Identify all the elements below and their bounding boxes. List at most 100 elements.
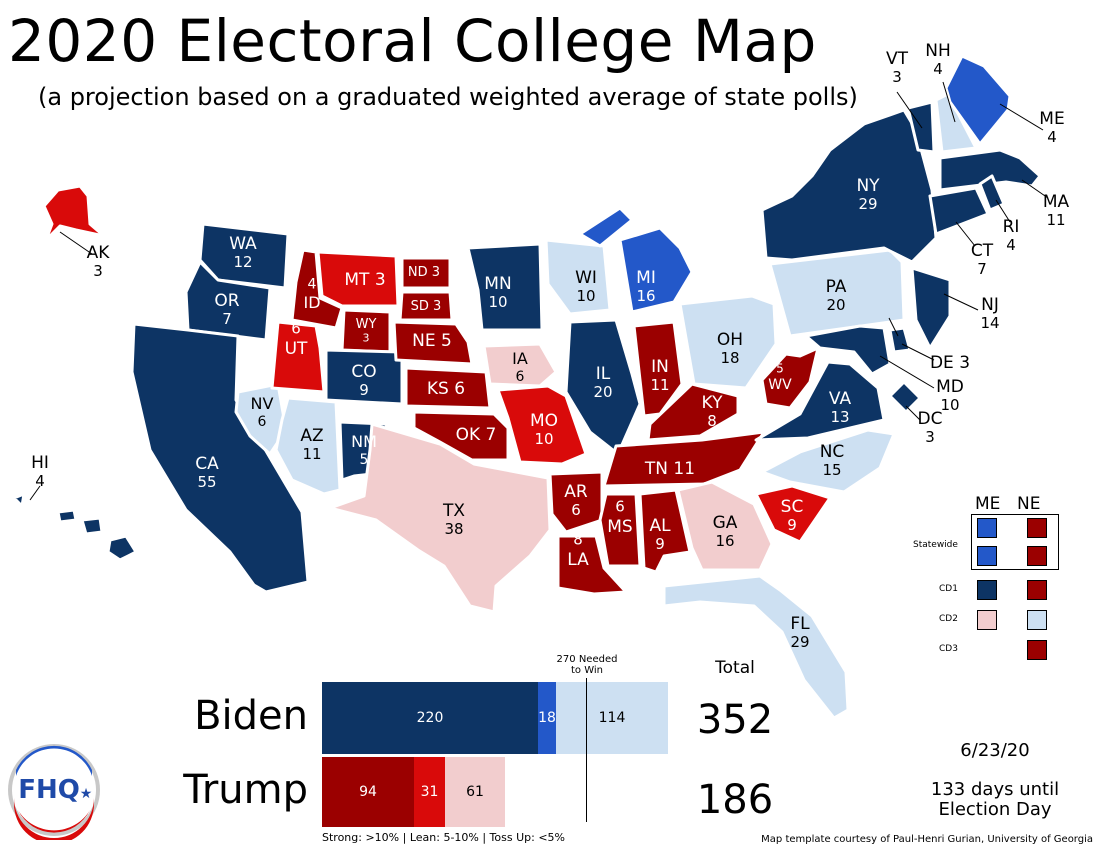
state-ev-ma: 11 — [1046, 211, 1065, 229]
state-ct[interactable] — [928, 186, 990, 236]
state-ky[interactable] — [646, 382, 740, 442]
state-mi[interactable] — [578, 206, 694, 314]
state-ev-co: 9 — [359, 381, 369, 399]
state-abbr-la: LA — [567, 550, 589, 570]
state-md[interactable] — [804, 324, 892, 376]
state-me[interactable] — [944, 54, 1012, 146]
state-abbr-va: VA — [829, 389, 852, 409]
leader-md — [879, 355, 935, 389]
state-ev-ga: 16 — [715, 532, 734, 550]
state-abbr-dc: DC — [918, 409, 943, 429]
countdown: 133 days until Election Day — [905, 780, 1085, 820]
logo-text: FHQ — [18, 775, 80, 805]
leader-ak — [59, 231, 93, 255]
state-tn[interactable] — [602, 430, 766, 488]
state-ev-la: 8 — [573, 531, 583, 549]
state-nc[interactable] — [760, 428, 896, 494]
state-label-nd: ND 3 — [408, 265, 440, 280]
state-abbr-md: MD — [936, 377, 964, 397]
leader-ct — [955, 221, 976, 247]
state-mo[interactable] — [496, 384, 588, 466]
countdown-line2: Election Day — [938, 799, 1052, 820]
state-ev-ct: 7 — [977, 260, 987, 278]
state-sc[interactable] — [754, 484, 832, 544]
trump-lean-segment: 31 — [414, 757, 445, 827]
state-abbr-vt: VT — [886, 49, 909, 69]
state-co[interactable] — [324, 348, 404, 406]
state-label-sd: SD 3 — [411, 299, 442, 314]
state-abbr-ms: MS — [607, 517, 632, 537]
state-abbr-wy: WY — [356, 317, 377, 332]
state-tx[interactable] — [328, 422, 552, 614]
state-or[interactable] — [184, 260, 272, 342]
state-dc[interactable] — [888, 380, 922, 414]
leader-ma — [1021, 179, 1049, 199]
state-ia[interactable] — [482, 342, 558, 388]
state-mn[interactable] — [466, 242, 544, 332]
state-ga[interactable] — [676, 480, 774, 572]
state-sd[interactable] — [398, 290, 454, 322]
split-row-cd2: CD2 — [939, 614, 958, 624]
threshold-label: 270 Needed to Win — [546, 654, 628, 676]
state-va[interactable] — [754, 360, 886, 442]
trump-name: Trump — [183, 767, 308, 813]
state-ms[interactable] — [598, 492, 642, 568]
logo-star-icon: ★ — [80, 786, 93, 802]
state-in[interactable] — [632, 320, 684, 418]
state-ne[interactable] — [392, 320, 474, 366]
state-ev-ak: 3 — [93, 262, 103, 280]
leader-ri — [995, 199, 1011, 223]
state-abbr-ct: CT — [971, 241, 994, 261]
state-abbr-wi: WI — [575, 268, 597, 288]
trump-total: 186 — [696, 777, 774, 823]
state-nd[interactable] — [400, 256, 452, 290]
category-legend: Strong: >10% | Lean: 5-10% | Toss Up: <5… — [322, 831, 566, 844]
state-ri[interactable] — [978, 174, 1006, 212]
state-nh[interactable] — [934, 92, 978, 154]
state-abbr-ar: AR — [564, 482, 588, 502]
state-label-de: DE 3 — [930, 353, 970, 373]
state-ut[interactable] — [270, 320, 326, 394]
state-ev-ri: 4 — [1006, 236, 1016, 254]
split-vote-legend: ME NE Statewide CD1 CD2 CD3 — [905, 494, 1095, 664]
state-ca[interactable] — [130, 322, 310, 594]
state-az[interactable] — [274, 396, 342, 496]
state-wv[interactable] — [760, 346, 820, 410]
state-abbr-co: CO — [351, 362, 376, 382]
state-ev-nh: 4 — [933, 60, 943, 78]
state-abbr-hi: HI — [31, 453, 49, 473]
state-al[interactable] — [638, 488, 692, 574]
state-abbr-ut: UT — [285, 339, 308, 359]
state-id[interactable] — [290, 248, 344, 330]
state-fl[interactable] — [662, 574, 850, 720]
state-mt[interactable] — [316, 250, 400, 308]
fhq-logo: FHQ ★ — [8, 744, 100, 840]
state-ev-wa: 12 — [233, 253, 252, 271]
state-la[interactable] — [556, 534, 628, 596]
state-abbr-nc: NC — [820, 442, 845, 462]
trump-strong-segment: 94 — [322, 757, 414, 827]
state-ak[interactable] — [42, 184, 106, 242]
state-abbr-mn: MN — [484, 274, 511, 294]
state-de[interactable] — [888, 326, 912, 354]
state-hi[interactable] — [12, 492, 138, 562]
state-ev-mn: 10 — [488, 293, 507, 311]
state-ks[interactable] — [404, 366, 492, 410]
state-wi[interactable] — [544, 238, 612, 316]
state-ma[interactable] — [938, 148, 1042, 192]
state-nj[interactable] — [910, 266, 952, 350]
state-ev-sc: 9 — [787, 516, 797, 534]
state-abbr-ny: NY — [856, 176, 880, 196]
state-abbr-sc: SC — [781, 497, 804, 517]
state-ev-or: 7 — [222, 310, 232, 328]
state-il[interactable] — [564, 318, 642, 456]
leader-hi — [29, 485, 41, 501]
state-ev-wv: 5 — [776, 361, 784, 375]
state-ny[interactable] — [760, 108, 938, 264]
state-ok[interactable] — [412, 410, 510, 462]
state-ev-wi: 10 — [576, 287, 595, 305]
statewide-frame — [971, 514, 1059, 570]
leader-de-2 — [888, 317, 899, 337]
state-ar[interactable] — [548, 470, 604, 534]
